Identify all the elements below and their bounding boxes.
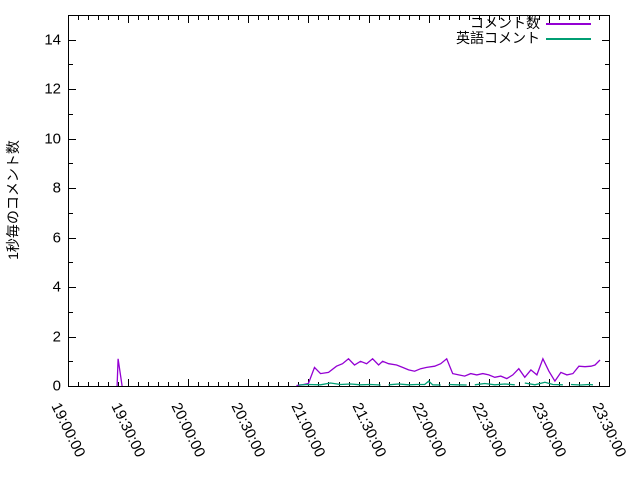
legend-label: 英語コメント — [456, 30, 540, 46]
y-tick-label: 2 — [52, 328, 61, 346]
legend-line-sample — [546, 22, 591, 25]
y-tick-label: 12 — [44, 80, 61, 98]
y-tick-label: 0 — [52, 377, 61, 395]
series-segment — [116, 358, 123, 387]
legend-label: コメント数 — [470, 15, 540, 31]
series-segment — [474, 382, 515, 386]
series-segment — [296, 357, 601, 387]
series-line-0 — [116, 357, 601, 387]
axes-and-ticks — [68, 15, 610, 387]
series-segment — [388, 380, 441, 386]
y-tick-label: 4 — [52, 278, 61, 296]
y-tick-label: 10 — [44, 130, 61, 148]
legend-entry: 英語コメント — [456, 31, 591, 46]
y-tick-label: 8 — [52, 179, 61, 197]
series-line-1 — [298, 380, 594, 386]
series-segment — [448, 383, 467, 386]
series-segment — [298, 382, 381, 386]
legend: コメント数 英語コメント — [456, 16, 591, 46]
series-segment — [524, 381, 563, 386]
series-segment — [570, 383, 594, 386]
plot-border — [68, 15, 610, 387]
legend-line-sample — [546, 37, 591, 40]
y-tick-label: 14 — [44, 31, 61, 49]
y-tick-label: 6 — [52, 229, 61, 247]
legend-entry: コメント数 — [456, 16, 591, 31]
